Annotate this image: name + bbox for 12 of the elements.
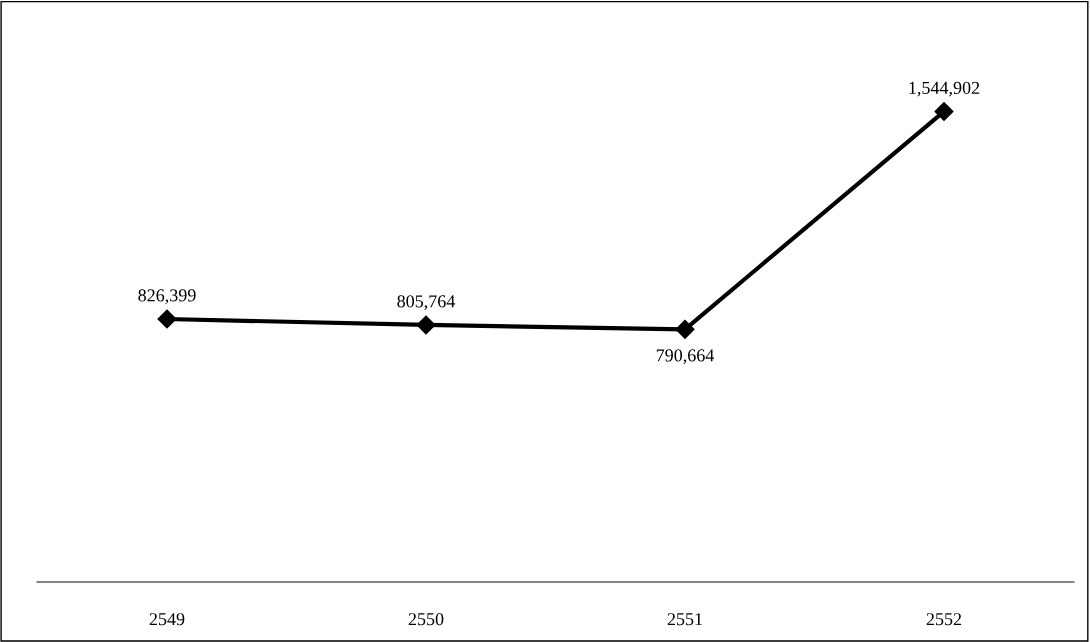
x-tick-label: 2549 [149,613,185,626]
data-label: 1,544,902 [909,81,980,97]
point [416,315,436,335]
point [675,319,695,339]
x-tick-label: 2550 [408,613,444,626]
x-tick-label: 2552 [926,613,962,626]
point [157,309,177,329]
data-label: 790,664 [656,349,715,365]
data-label: 805,764 [397,295,456,310]
x-tick-label: 2551 [667,613,702,626]
point [934,101,954,122]
data-label: 826,399 [138,289,196,305]
